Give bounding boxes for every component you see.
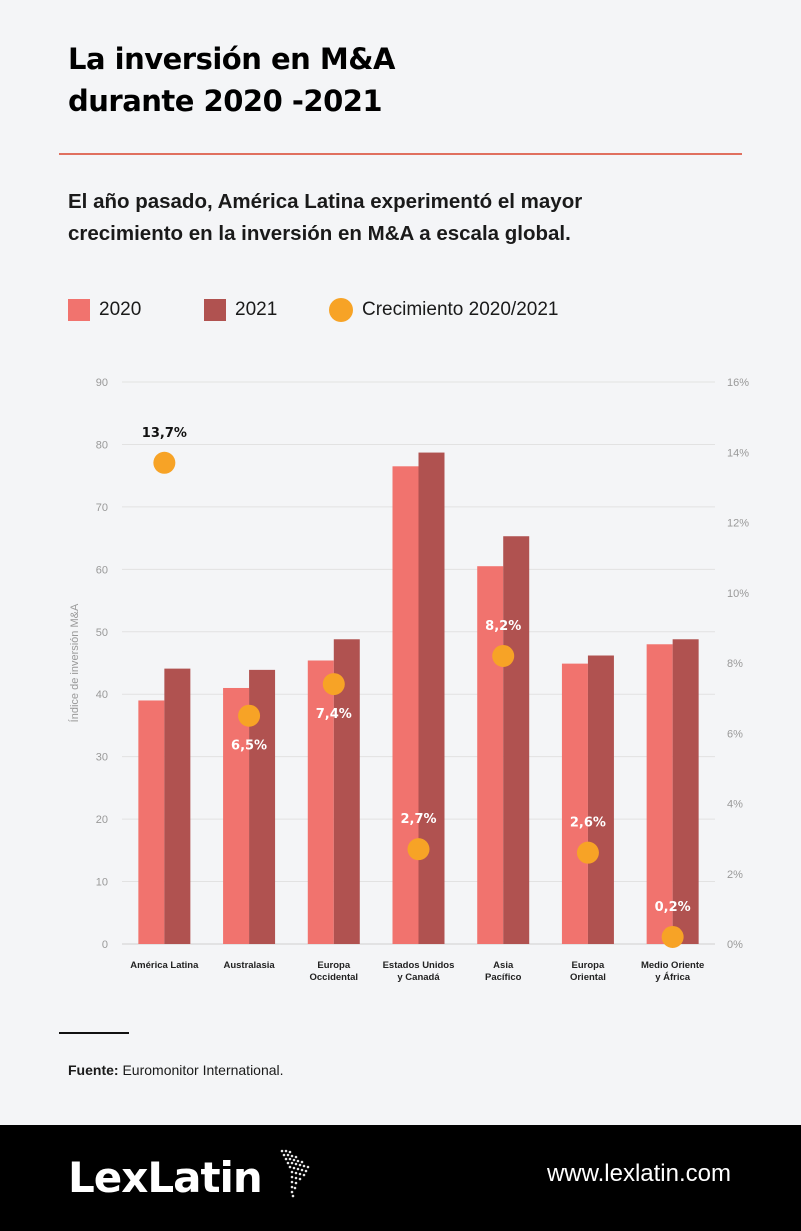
y-tick-label: 60: [96, 564, 108, 576]
growth-data-label: 2,6%: [570, 816, 606, 831]
y-tick-label: 80: [96, 439, 108, 451]
growth-point: [322, 673, 345, 696]
category-label: Pacífico: [485, 972, 522, 983]
growth-point: [407, 838, 430, 861]
bar-2020: [138, 700, 165, 944]
category-label: Australasia: [223, 960, 275, 971]
category-label: Estados Unidos: [383, 960, 455, 971]
growth-point: [576, 841, 599, 864]
growth-data-label: 6,5%: [231, 739, 267, 754]
legend-label-growth: Crecimiento 2020/2021: [362, 299, 559, 320]
y-tick-label: 50: [96, 627, 108, 639]
growth-point: [661, 925, 684, 948]
source-note: Fuente: Euromonitor International.: [68, 1062, 284, 1078]
y2-tick-label: 6%: [727, 728, 743, 740]
legend-swatch-2021: [204, 299, 226, 321]
bar-2021: [164, 668, 191, 944]
subtitle: El año pasado, América Latina experiment…: [68, 186, 748, 250]
growth-data-label: 2,7%: [400, 812, 436, 827]
bar-2021: [672, 639, 699, 944]
y2-tick-label: 0%: [727, 939, 743, 951]
website-url: www.lexlatin.com: [546, 1160, 731, 1187]
chart-legend: 2020 2021 Crecimiento 2020/2021: [0, 296, 801, 324]
footer-bar: LexLatin www.lexlatin.com: [0, 1125, 801, 1231]
source-label: Fuente:: [68, 1062, 119, 1078]
category-label: Europa: [317, 960, 350, 971]
bar-2020: [223, 687, 250, 944]
y2-tick-label: 2%: [727, 869, 743, 881]
y-axis-label: Índice de inversión M&A: [68, 603, 81, 722]
growth-data-label: 0,2%: [655, 900, 691, 915]
bar-2020: [646, 644, 673, 944]
y2-tick-label: 14%: [727, 447, 749, 459]
page-title: La inversión en M&A durante 2020 -2021: [68, 38, 708, 122]
y-tick-label: 0: [102, 939, 108, 951]
category-label: y Canadá: [397, 972, 440, 983]
bar-2020: [561, 663, 588, 944]
growth-data-label: 13,7%: [142, 426, 187, 441]
legend-swatch-2020: [68, 299, 90, 321]
y2-tick-label: 4%: [727, 799, 743, 811]
y-tick-label: 30: [96, 752, 108, 764]
y-tick-label: 90: [96, 377, 108, 389]
footer-divider: [59, 1032, 129, 1034]
bar-2021: [418, 452, 445, 944]
subtitle-line-2: crecimiento en la inversión en M&A a esc…: [68, 222, 571, 245]
y-tick-label: 10: [96, 877, 108, 889]
category-label: América Latina: [130, 960, 199, 971]
title-line-2: durante 2020 -2021: [68, 84, 383, 118]
legend-dot-growth: [329, 298, 353, 322]
latin-america-map-icon: [280, 1149, 310, 1198]
legend-label-2021: 2021: [235, 299, 278, 320]
legend-label-2020: 2020: [99, 299, 142, 320]
bar-2020: [477, 566, 504, 944]
bar-2020: [392, 466, 419, 944]
legend-item-2021: 2021: [204, 296, 277, 324]
growth-point: [153, 451, 176, 474]
brand-logo: LexLatin: [68, 1153, 263, 1202]
subtitle-line-1: El año pasado, América Latina experiment…: [68, 190, 583, 213]
y-tick-label: 20: [96, 814, 108, 826]
legend-item-growth: Crecimiento 2020/2021: [329, 296, 558, 324]
y2-tick-label: 12%: [727, 518, 749, 530]
category-label: Asia: [493, 960, 514, 971]
bar-2020: [307, 660, 334, 944]
bar-2021: [503, 536, 530, 944]
y2-tick-label: 10%: [727, 588, 749, 600]
y-tick-label: 40: [96, 689, 108, 701]
category-label: y África: [655, 972, 691, 983]
growth-point: [238, 704, 261, 727]
bar-chart: 0 10 20 30 40 50 60 70 80 90 0% 2% 4% 6% 8% 10% 12% 14% 16…: [68, 377, 749, 983]
growth-data-label: 8,2%: [485, 619, 521, 634]
title-line-1: La inversión en M&A: [68, 42, 395, 76]
growth-point: [492, 644, 515, 667]
source-text: Euromonitor International.: [122, 1062, 284, 1078]
bar-2021: [587, 655, 614, 944]
category-label: Oriental: [570, 972, 606, 983]
category-label: Medio Oriente: [641, 960, 704, 971]
category-label: Occidental: [309, 972, 358, 983]
growth-data-label: 7,4%: [316, 707, 352, 722]
title-divider: [59, 153, 742, 155]
legend-item-2020: 2020: [68, 296, 141, 324]
y2-tick-label: 8%: [727, 658, 743, 670]
y-tick-label: 70: [96, 502, 108, 514]
category-label: Europa: [572, 960, 605, 971]
y2-tick-label: 16%: [727, 377, 749, 389]
